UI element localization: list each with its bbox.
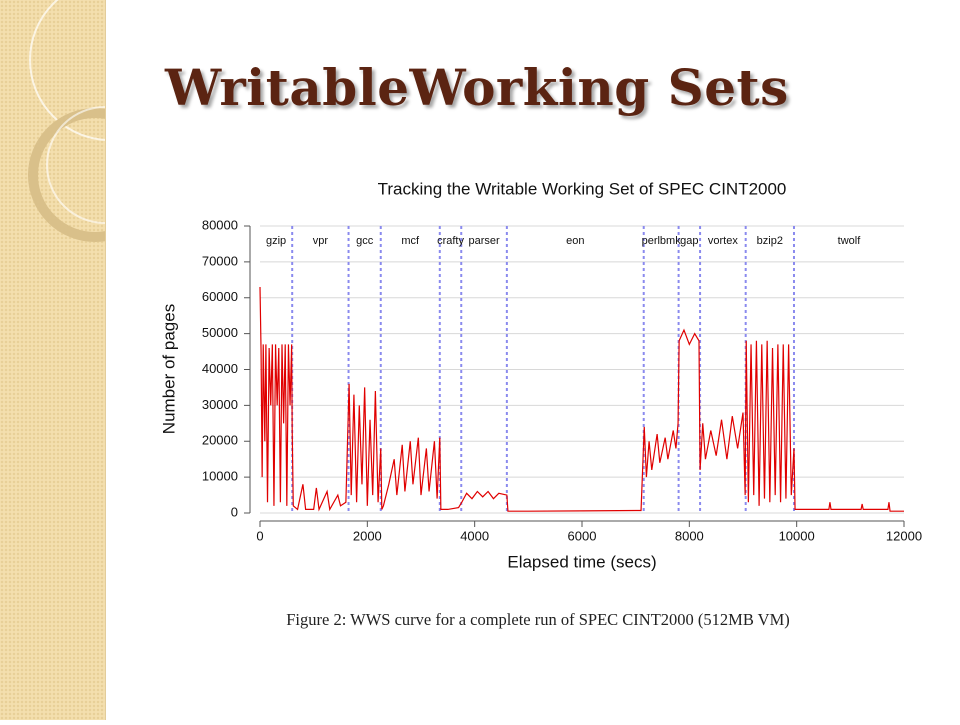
y-tick-label: 60000 — [202, 289, 238, 304]
x-tick-label: 10000 — [779, 528, 815, 543]
y-tick-label: 40000 — [202, 361, 238, 376]
x-tick-label: 6000 — [568, 528, 597, 543]
x-tick-label: 12000 — [886, 528, 922, 543]
x-axis-label: Elapsed time (secs) — [507, 552, 656, 571]
phase-label: gap — [680, 235, 698, 247]
phase-label: twolf — [838, 235, 862, 247]
phase-label: parser — [468, 235, 500, 247]
side-decoration — [0, 0, 191, 720]
y-tick-label: 20000 — [202, 433, 238, 448]
phase-label: vortex — [708, 235, 738, 247]
x-tick-label: 8000 — [675, 528, 704, 543]
y-tick-label: 10000 — [202, 469, 238, 484]
x-tick-label: 2000 — [353, 528, 382, 543]
y-tick-label: 30000 — [202, 397, 238, 412]
phase-label: gcc — [356, 235, 374, 247]
phase-label: mcf — [401, 235, 420, 247]
phase-label: bzip2 — [757, 235, 783, 247]
phase-label: crafty — [437, 235, 464, 247]
slide-title: WritableWorking Sets — [165, 58, 789, 117]
y-tick-label: 0 — [231, 504, 238, 519]
data-line — [259, 286, 904, 512]
y-tick-label: 80000 — [202, 217, 238, 232]
x-tick-label: 0 — [256, 528, 263, 543]
chart-title: Tracking the Writable Working Set of SPE… — [378, 179, 787, 198]
figure-caption: Figure 2: WWS curve for a complete run o… — [286, 610, 790, 629]
x-tick-label: 4000 — [460, 528, 489, 543]
phase-label: eon — [566, 235, 584, 247]
phase-label: gzip — [266, 235, 286, 247]
y-tick-label: 50000 — [202, 325, 238, 340]
y-axis-label: Number of pages — [159, 304, 178, 434]
y-tick-label: 70000 — [202, 253, 238, 268]
phase-label: perlbmk — [642, 235, 682, 247]
phase-label: vpr — [313, 235, 329, 247]
